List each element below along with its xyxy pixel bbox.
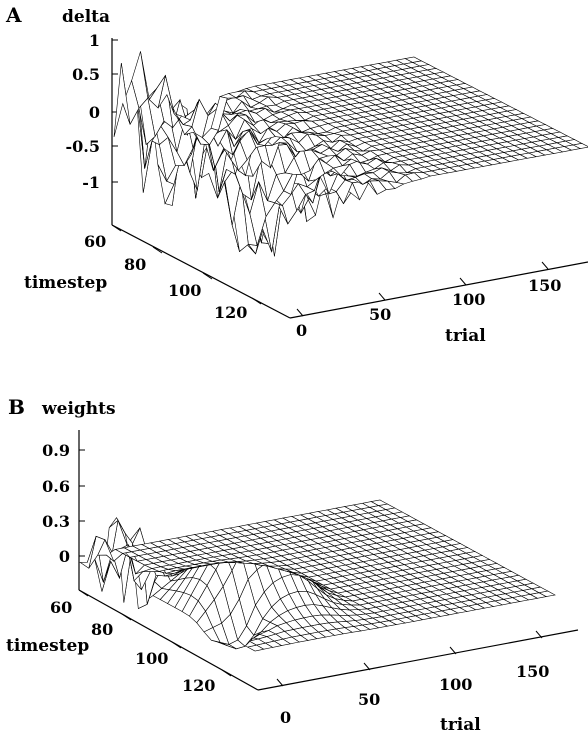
panel-a-z-tick-label: -1	[82, 173, 100, 192]
panel-a-trial-tick-mark	[541, 261, 549, 270]
panel-a-timestep-tick-label: 120	[214, 303, 247, 322]
panel-a-trial-label: trial	[445, 326, 486, 346]
panel-b-trial-tick-mark	[449, 646, 457, 655]
panel-b-letter: B	[8, 395, 25, 419]
panel-a-trial-tick-label: 0	[296, 321, 307, 340]
panel-a-timestep-axis	[111, 224, 291, 319]
panel-b-trial-tick-label: 150	[516, 662, 549, 681]
panel-b-z-tick-label: 0.6	[42, 477, 70, 496]
panel-b-trial-axis	[257, 629, 579, 691]
panel-a-trial-tick-label: 150	[528, 276, 561, 295]
panel-b: B weights 0.9 0.6 0.3 0 60 80 100 120 ti…	[6, 395, 579, 735]
panel-a-z-tick-label: 0	[89, 103, 100, 122]
panel-a-trial-tick-mark	[459, 277, 467, 286]
panel-b-timestep-tick-mark	[121, 613, 132, 621]
panel-a-timestep-tick-mark	[202, 272, 213, 280]
panel-b-trial-tick-mark	[363, 662, 371, 671]
panel-b-timestep-tick-label: 120	[182, 676, 215, 695]
panel-a-timestep-tick-mark	[111, 224, 122, 232]
panel-b-timestep-axis	[78, 589, 259, 691]
panel-a-timestep-tick-label: 60	[84, 232, 106, 251]
panel-b-z-tick-label: 0	[59, 547, 70, 566]
panel-b-trial-tick-mark	[276, 678, 284, 687]
panel-b-trial-tick-label: 50	[358, 690, 380, 709]
panel-a-trial-tick-label: 100	[452, 290, 485, 309]
panel-a-timestep-label: timestep	[24, 273, 107, 293]
panel-a: A delta 1 0.5 0 -0.5 -1 60 80 100 120 ti…	[5, 3, 588, 346]
panel-a-letter: A	[5, 3, 22, 27]
panel-a-trial-tick-mark	[296, 308, 304, 317]
panel-a-timestep-tick-mark	[152, 246, 163, 254]
panel-a-surface	[113, 51, 588, 257]
panel-b-z-label: weights	[41, 399, 116, 419]
panel-a-trial-tick-mark	[378, 292, 386, 301]
panel-a-z-tick-label: -0.5	[66, 137, 100, 156]
panel-b-timestep-tick-label: 80	[91, 620, 113, 639]
panel-b-trial-tick-mark	[535, 630, 543, 639]
panel-b-timestep-tick-label: 100	[135, 649, 168, 668]
panel-a-timestep-tick-label: 80	[124, 255, 146, 274]
panel-b-timestep-label: timestep	[6, 636, 89, 656]
panel-a-timestep-tick-mark	[251, 297, 262, 305]
panel-a-z-tick-label: 1	[89, 31, 100, 50]
panel-b-trial-label: trial	[440, 715, 481, 735]
panel-a-z-label: delta	[62, 7, 110, 27]
panel-b-z-tick-label: 0.3	[42, 512, 70, 531]
panel-a-z-tick-label: 0.5	[72, 65, 100, 84]
panel-a-trial-axis	[289, 261, 588, 319]
surface-cell	[113, 62, 131, 137]
panel-b-trial-tick-label: 0	[280, 708, 291, 727]
panel-b-surface	[78, 499, 556, 652]
surface-cell	[78, 536, 97, 569]
panel-a-timestep-tick-label: 100	[168, 281, 201, 300]
panel-b-trial-tick-label: 100	[439, 675, 472, 694]
panel-b-timestep-tick-mark	[78, 589, 89, 597]
panel-a-trial-tick-label: 50	[369, 305, 391, 324]
panel-b-timestep-tick-label: 60	[50, 598, 72, 617]
panel-b-z-tick-label: 0.9	[42, 441, 70, 460]
panel-b-timestep-tick-mark	[171, 641, 182, 649]
panel-b-timestep-tick-mark	[221, 669, 232, 677]
